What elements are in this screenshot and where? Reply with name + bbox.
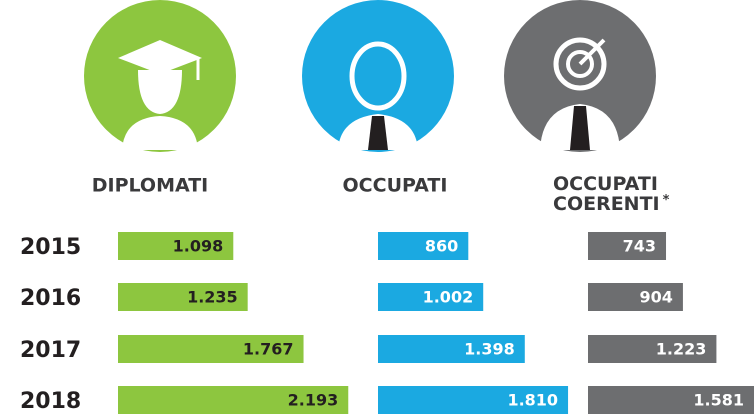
series-label: OCCUPATI (343, 175, 448, 197)
value-label: 904 (640, 288, 673, 307)
bar (118, 386, 349, 414)
graduate-icon (84, 0, 236, 152)
series-label: DIPLOMATI (92, 175, 209, 197)
value-label: 2.193 (288, 391, 339, 410)
value-label: 1.235 (187, 288, 238, 307)
year-label: 2015 (20, 235, 81, 260)
bar (378, 335, 525, 363)
year-label: 2018 (20, 389, 81, 414)
bar (378, 386, 569, 414)
value-label: 1.767 (243, 340, 294, 359)
bar (588, 386, 755, 414)
year-label: 2016 (20, 286, 81, 311)
series-label: OCCUPATI COERENTI * (553, 173, 670, 215)
target-employee-icon (504, 0, 656, 152)
value-label: 860 (425, 237, 458, 256)
bar (588, 335, 717, 363)
value-label: 1.581 (693, 391, 744, 410)
bar (378, 232, 469, 260)
bar (378, 283, 484, 311)
value-label: 1.223 (656, 340, 707, 359)
bar (118, 283, 248, 311)
value-label: 1.810 (507, 391, 558, 410)
year-label: 2017 (20, 338, 81, 363)
employee-icon (302, 0, 454, 152)
bar (118, 232, 234, 260)
bar (118, 335, 304, 363)
value-label: 1.398 (464, 340, 515, 359)
value-label: 1.098 (173, 237, 224, 256)
bar (588, 283, 683, 311)
value-label: 1.002 (423, 288, 474, 307)
bar (588, 232, 667, 260)
value-label: 743 (623, 237, 656, 256)
